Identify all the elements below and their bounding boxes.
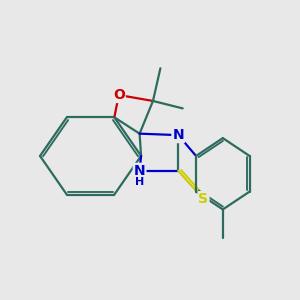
Text: H: H <box>135 177 144 187</box>
Text: N: N <box>134 164 146 178</box>
Text: O: O <box>113 88 125 102</box>
Text: N: N <box>172 128 184 142</box>
Text: S: S <box>199 192 208 206</box>
